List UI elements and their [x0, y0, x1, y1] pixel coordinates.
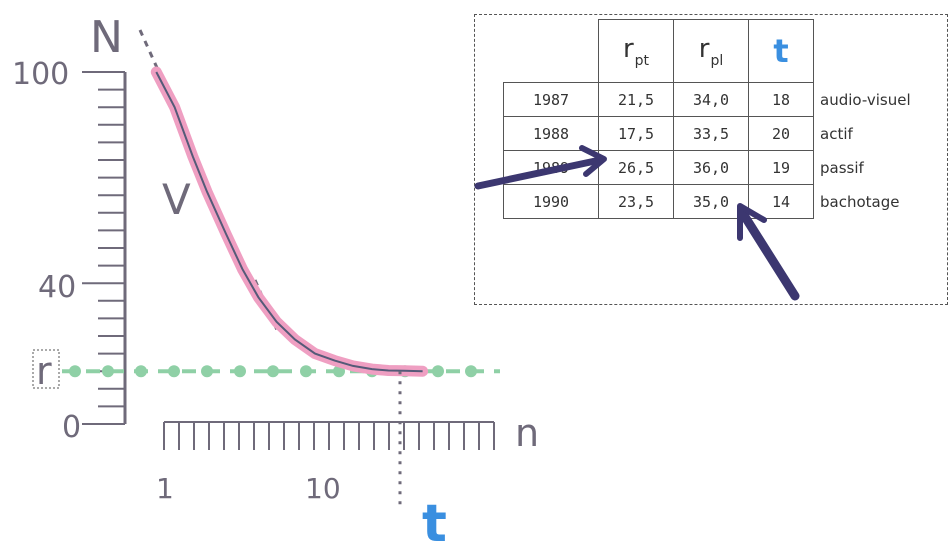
y-tick-label-0: 0 — [62, 410, 81, 445]
asymptote-dot — [432, 365, 444, 378]
table-row: 1989 26,5 36,0 19 passif — [503, 150, 918, 185]
y-tick-label-40: 40 — [38, 270, 76, 305]
asymptote-dot — [465, 365, 477, 378]
tangent-top — [138, 29, 160, 71]
cell-note: actif — [820, 124, 853, 143]
header-blank-right — [814, 20, 918, 83]
table-row: 1990 23,5 35,0 14 bachotage — [503, 184, 918, 219]
cell-note: bachotage — [820, 192, 900, 211]
asymptote-dot — [168, 365, 180, 378]
cell-year: 1988 — [503, 116, 599, 151]
results-table: rpt rpl t 1987 21,5 34,0 18 audio-visuel… — [503, 19, 918, 219]
y-minor-ticks — [82, 71, 125, 425]
table-row: 1987 21,5 34,0 18 audio-visuel — [503, 82, 918, 117]
cell-rpl: 35,0 — [673, 184, 749, 219]
cell-rpt: 17,5 — [598, 116, 674, 151]
asymptote-label: r — [36, 349, 52, 393]
cell-rpl: 33,5 — [673, 116, 749, 151]
asymptote-dot — [234, 365, 246, 378]
x-tick-label-1: 1 — [156, 472, 174, 505]
cell-t: 18 — [748, 82, 814, 117]
cell-year: 1989 — [503, 150, 599, 185]
cell-rpl: 36,0 — [673, 150, 749, 185]
header-rpt: rpt — [598, 19, 674, 83]
cell-note: passif — [820, 158, 864, 177]
cell-rpt: 23,5 — [598, 184, 674, 219]
y-tick-label-100: 100 — [12, 57, 69, 92]
asymptote-dot — [69, 365, 81, 378]
cell-rpt: 21,5 — [598, 82, 674, 117]
threshold-label: t — [422, 494, 447, 548]
curve-label: V — [162, 175, 191, 224]
results-table-box: rpt rpl t 1987 21,5 34,0 18 audio-visuel… — [474, 14, 948, 305]
cell-year: 1987 — [503, 82, 599, 117]
asymptote-dot — [267, 365, 279, 378]
cell-t: 20 — [748, 116, 814, 151]
cell-note: audio-visuel — [820, 90, 911, 109]
cell-year: 1990 — [503, 184, 599, 219]
cell-t: 14 — [748, 184, 814, 219]
header-blank — [504, 20, 599, 83]
asymptote-dot — [135, 365, 147, 378]
header-rpl: rpl — [673, 19, 749, 83]
asymptote-label-box — [32, 349, 60, 389]
asymptote-dot — [201, 365, 213, 378]
cell-rpl: 34,0 — [673, 82, 749, 117]
cell-t: 19 — [748, 150, 814, 185]
asymptote-dot — [102, 365, 114, 378]
asymptote-dot — [300, 365, 312, 378]
x-minor-ticks — [163, 422, 495, 450]
cell-rpt: 26,5 — [598, 150, 674, 185]
table-row: 1988 17,5 33,5 20 actif — [503, 116, 918, 151]
x-axis-label: n — [515, 411, 539, 455]
header-t: t — [748, 19, 814, 83]
y-axis-label: N — [90, 12, 123, 63]
curve-highlight — [150, 66, 429, 377]
x-tick-label-10: 10 — [305, 472, 341, 505]
decay-curve — [155, 71, 423, 373]
